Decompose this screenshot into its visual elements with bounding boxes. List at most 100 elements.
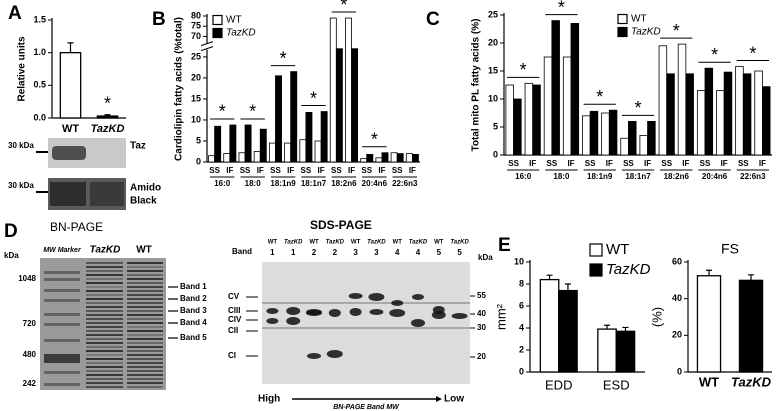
bar [268, 142, 276, 163]
blot-band [90, 182, 124, 206]
gel-band [127, 366, 163, 368]
gel-band [86, 286, 123, 288]
legend-label: TazKD [226, 28, 256, 39]
x-tick-label: SS [392, 166, 403, 175]
gel-spot [369, 309, 384, 315]
gel-spot [348, 293, 363, 299]
legend-swatch [212, 27, 223, 39]
bar [597, 328, 617, 373]
gel-band [127, 358, 163, 360]
x-tick-label: SS [331, 166, 342, 175]
axis-break [200, 41, 214, 52]
significance: * [249, 102, 256, 122]
gel-band [127, 278, 163, 280]
lane-band: 2 [312, 248, 317, 257]
y-tick-label: 0 [493, 149, 498, 159]
x-tick-label: SS [508, 159, 519, 168]
bar [570, 22, 580, 156]
bar [320, 111, 328, 163]
gel-band [86, 262, 123, 264]
y-tick-label: 10 [488, 93, 498, 103]
bar [405, 153, 413, 163]
gel-spot [451, 313, 468, 319]
y-axis-label: mm² [493, 303, 508, 330]
x-tick-label: ESD [603, 377, 630, 392]
gel-spot [326, 350, 343, 358]
bar [244, 124, 252, 163]
gel-spot [328, 309, 341, 317]
gel-band [127, 262, 163, 264]
x-tick-label: IF [409, 166, 416, 175]
bar [601, 112, 610, 156]
y-axis-label: (%) [649, 307, 664, 327]
gel-band [127, 346, 163, 348]
gel-band [127, 342, 163, 344]
band-label: Band 5 [180, 333, 207, 342]
lane-label: WT [309, 240, 319, 246]
y-tick-label: 5 [493, 121, 498, 131]
group-label: 20:4n6 [362, 179, 388, 188]
bar [314, 140, 322, 163]
bar [551, 20, 560, 156]
bar [214, 125, 222, 163]
bar [253, 151, 261, 163]
x-tick-label: IF [606, 159, 613, 168]
x-tick-label: IF [257, 166, 264, 175]
gel-band [86, 294, 123, 296]
y-tick-label: 10 [191, 114, 201, 124]
gel-band [127, 266, 163, 268]
gel-band [86, 362, 123, 364]
bar [360, 158, 368, 163]
y-tick-label: 1.5 [33, 14, 46, 24]
significance: * [520, 60, 527, 80]
gel-band [127, 286, 163, 288]
bar [513, 98, 522, 156]
group-label: 18:0 [245, 179, 262, 188]
group-label: 22:6n3 [740, 172, 766, 181]
lane-band: 2 [333, 248, 338, 257]
gel-band [44, 371, 80, 374]
bar [335, 48, 343, 163]
blot-label: Amido [130, 183, 161, 194]
significance: * [104, 93, 111, 113]
x-tick-label: SS [738, 159, 749, 168]
arrow-head [436, 396, 442, 402]
x-tick-label: SS [623, 159, 634, 168]
panel-label: E [498, 235, 511, 256]
gel-band [86, 322, 123, 324]
bar [615, 330, 636, 373]
gel-spot [286, 317, 301, 325]
group-label: 18:1n7 [625, 172, 651, 181]
group-label: 18:1n7 [301, 179, 327, 188]
lane-label: TazKD [367, 240, 386, 246]
gel-band [127, 330, 163, 332]
bn-page-gel: BN-PAGE kDa MW Marker TazKD WT 1048 720 … [4, 220, 207, 390]
gel-title: SDS-PAGE [310, 218, 372, 232]
bar [351, 48, 359, 163]
y-tick-label: 20 [191, 72, 201, 82]
band-label: Band 4 [180, 318, 207, 327]
bar [532, 84, 541, 156]
gel-spot [391, 300, 404, 306]
lane-label: WT [351, 240, 361, 246]
lane-label: WT [268, 240, 278, 246]
gel-band [44, 278, 80, 281]
gel-band [86, 386, 123, 388]
panel-label: B [152, 9, 166, 30]
mw-marker: 40 [477, 309, 486, 318]
bar [716, 90, 725, 156]
bar [539, 278, 560, 373]
x-tick-label: WT [62, 123, 79, 135]
western-blot: 30 kDa 30 kDa Taz Amido Black [8, 138, 161, 210]
y-tick-label: 75 [191, 21, 201, 31]
gel-band [127, 370, 163, 372]
bar [762, 86, 771, 156]
lane-label: MW Marker [43, 247, 82, 254]
bar [582, 115, 591, 156]
gel-band [127, 282, 163, 284]
lane-band: 1 [291, 248, 296, 257]
axis-right: Low [444, 394, 464, 405]
gel-spot [389, 309, 406, 317]
x-tick-label: SS [270, 166, 281, 175]
